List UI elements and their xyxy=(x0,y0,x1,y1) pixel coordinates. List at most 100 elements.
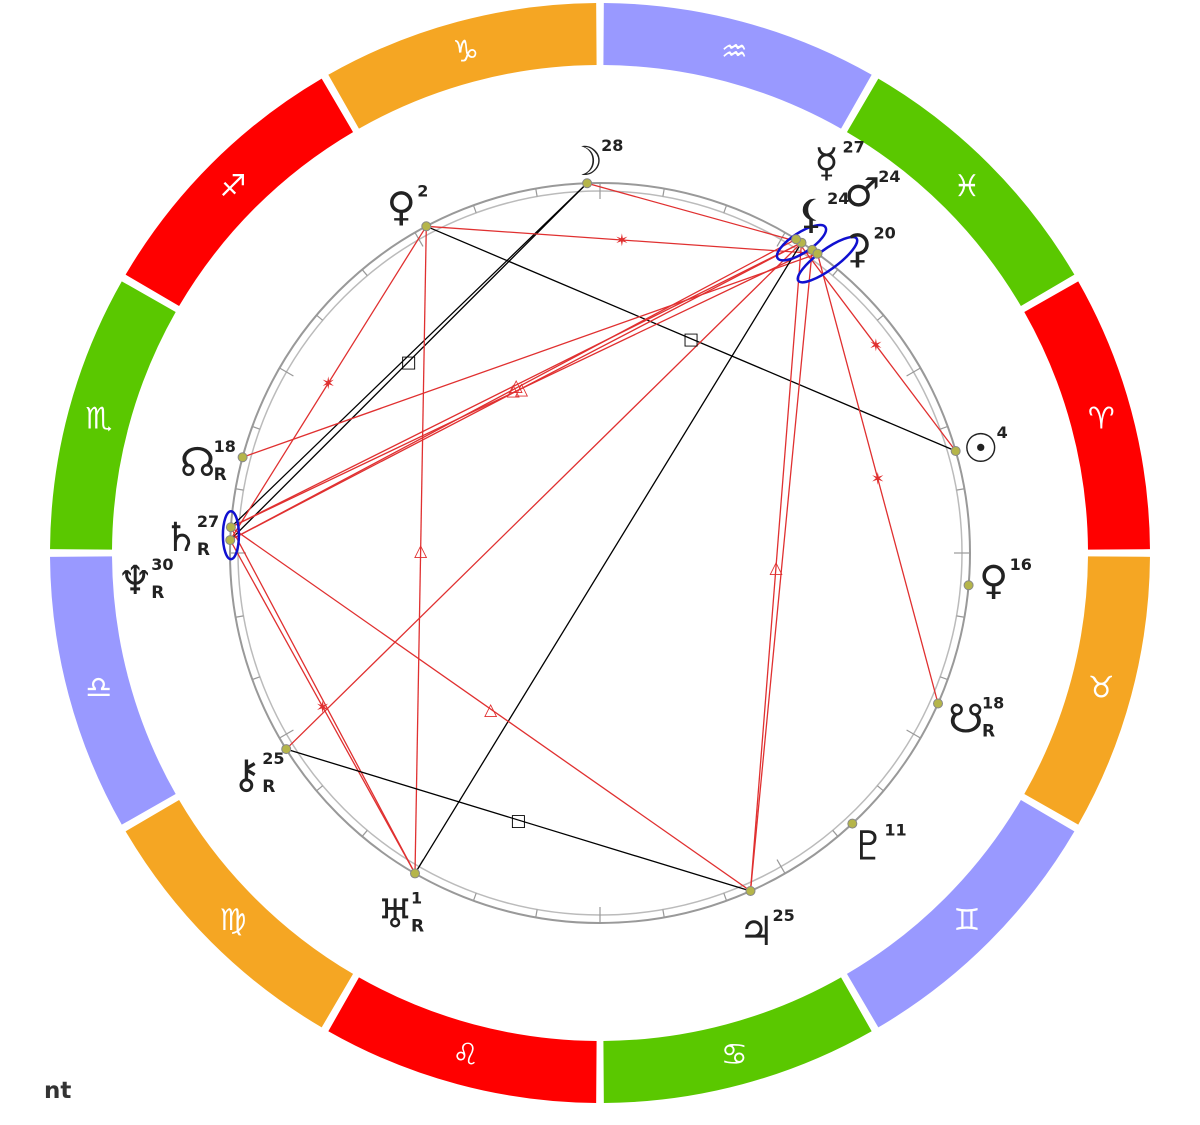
degree-tick xyxy=(252,425,261,430)
planet-label-jupiter: ♃25 xyxy=(739,906,795,955)
degree-tick xyxy=(876,314,884,321)
planet-labels: ☽28♀ 2☿ 27♂24⚸ 24⚳ 20☉4♀ 16☋18R♇11♃25♅1R⚷ 25R♆… xyxy=(117,136,1032,955)
degree-tick xyxy=(279,729,294,739)
degree-tick xyxy=(956,488,965,491)
planet-label-chiron: ⚷ 25 R xyxy=(232,749,285,798)
degree-tick xyxy=(361,829,368,837)
aspect-mark-moon-neptune: □ xyxy=(401,353,417,373)
planet-dot-chiron xyxy=(281,744,292,755)
sign-sector-capricorn xyxy=(328,3,597,129)
planet-degree: 18 xyxy=(214,437,236,456)
chiron-icon: ⚷ xyxy=(232,752,261,798)
aspect-mark-neptune-uranus: ✶ xyxy=(315,698,329,718)
planet-label-moon: ☽28 xyxy=(567,136,623,185)
planet-dot-neptune xyxy=(225,535,236,546)
planet-dot-jupiter xyxy=(745,886,756,897)
degree-tick xyxy=(472,205,477,214)
planet-degree: 25 xyxy=(772,906,794,925)
saturn-icon: ♄ xyxy=(163,515,199,561)
aspect-mark-chiron-jupiter: □ xyxy=(510,811,526,831)
lilith-icon: ⚸ xyxy=(796,192,825,238)
neptune-icon: ♆ xyxy=(117,558,153,604)
planet-degree: 27 xyxy=(843,138,865,157)
aspect-line-venus-neptune xyxy=(229,225,427,541)
planet-degree: 30 xyxy=(151,555,173,574)
aspect-lines xyxy=(229,182,957,892)
aspect-line-moon-neptune xyxy=(229,182,588,541)
degree-tick xyxy=(723,892,728,901)
inner-degree-ring xyxy=(229,182,971,924)
planet-label-venus: ♀ 2 xyxy=(387,181,429,230)
planet-dot-north-node xyxy=(237,452,248,463)
degree-tick xyxy=(279,367,294,377)
aspect-line-mercury-uranus xyxy=(414,242,803,874)
aspect-mark-venus-sun: □ xyxy=(683,330,699,350)
sign-glyph-libra: ♎ xyxy=(85,670,112,705)
planet-dot-lilith xyxy=(791,234,802,245)
degree-tick xyxy=(472,892,477,901)
retrograde-mark: R xyxy=(151,583,164,603)
planet-label-saturn: ♄27 R xyxy=(163,512,219,561)
conjunction-ring xyxy=(221,509,241,561)
planet-dot-sun xyxy=(950,446,961,457)
moon-icon: ☽ xyxy=(567,139,603,185)
sign-sector-aquarius xyxy=(603,3,872,129)
north-node-icon: ☊ xyxy=(180,440,216,486)
mars-icon: ♂ xyxy=(844,170,880,216)
planet-degree: 1 xyxy=(411,888,422,907)
sign-glyph-gemini: ♊ xyxy=(954,903,981,938)
aspect-mark-venus-neptune: ✶ xyxy=(321,374,335,394)
degree-tick xyxy=(832,829,839,837)
retrograde-mark: R xyxy=(214,465,227,485)
planet-degree: 18 xyxy=(982,693,1004,712)
planet-label-sun: ☉4 xyxy=(963,423,1008,472)
sign-sector-gemini xyxy=(846,799,1075,1028)
aspect-mark-lilith-sun: ✶ xyxy=(869,336,883,356)
selena-icon: ⚳ xyxy=(843,227,872,273)
aspect-line-selena-south-node xyxy=(816,253,939,704)
aspect-line-venus-uranus xyxy=(414,226,427,874)
planet-dot-selena xyxy=(812,248,823,259)
sign-glyph-sagittarius: ♐ xyxy=(220,169,247,204)
planet-degree: 11 xyxy=(884,821,906,840)
planet-label-south-node: ☋18 R xyxy=(948,693,1004,742)
sign-glyph-aquarius: ♒ xyxy=(721,35,748,70)
planet-label-mars: ♂24 xyxy=(844,167,900,216)
degree-tick xyxy=(235,615,244,618)
sign-sector-scorpio xyxy=(50,281,176,550)
aspect-line-saturn-jupiter xyxy=(230,526,751,892)
venus-icon: ♀ xyxy=(387,184,416,230)
sign-glyph-virgo: ♍ xyxy=(220,903,247,938)
aspect-mark-mercury-jupiter: △ xyxy=(769,558,783,578)
degree-tick xyxy=(832,269,839,277)
degree-tick xyxy=(662,188,665,197)
aspect-line-neptune-mercury xyxy=(229,242,802,541)
degree-tick xyxy=(316,785,324,792)
retrograde-mark: R xyxy=(197,540,210,560)
planet-dot-pluto xyxy=(847,818,858,829)
inner-circle xyxy=(229,182,971,924)
sign-sector-cancer xyxy=(603,977,872,1103)
aspect-mark-lilith-neptune: △ xyxy=(507,381,521,401)
planet-degree: 24 xyxy=(878,167,900,186)
planet-dots xyxy=(225,178,974,897)
aspect-line-mars-jupiter xyxy=(749,249,813,892)
degree-tick xyxy=(414,232,424,247)
degree-tick xyxy=(906,729,921,739)
planet-degree: 2 xyxy=(417,181,428,200)
sign-sector-pisces xyxy=(846,78,1075,307)
aspect-mark-mars-saturn: △ xyxy=(515,380,529,400)
sign-sector-taurus xyxy=(1024,556,1150,825)
planet-dot-uranus xyxy=(410,868,420,879)
degree-tick xyxy=(316,314,324,321)
planet-dot-venus xyxy=(421,221,432,232)
planet-degree: 27 xyxy=(197,512,219,531)
planet-degree: 4 xyxy=(997,423,1008,442)
sign-glyph-pisces: ♓ xyxy=(954,169,981,204)
footer-label: nt xyxy=(44,1078,72,1104)
planet-label-lilith: ⚸ 24 xyxy=(796,189,849,238)
planet-label-uranus: ♅1 R xyxy=(377,888,424,937)
uranus-icon: ♅ xyxy=(377,891,413,937)
degree-tick xyxy=(535,909,538,918)
